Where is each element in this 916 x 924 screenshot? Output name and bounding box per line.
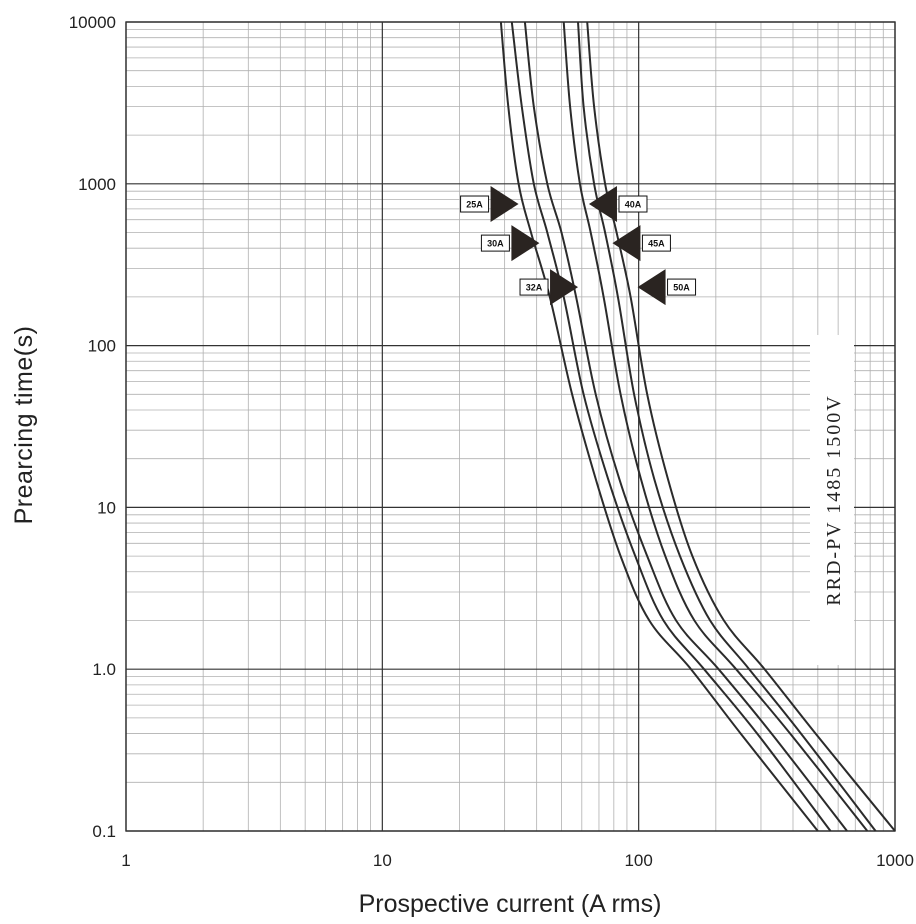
callout-label: 50A — [673, 283, 690, 293]
callout-arrow — [511, 225, 540, 262]
callout-25A: 25A — [460, 186, 519, 223]
x-axis-title: Prospective current (A rms) — [359, 890, 662, 918]
model-annotation-box — [810, 335, 854, 665]
x-tick-label: 1000 — [876, 851, 914, 870]
callout-label: 25A — [466, 200, 483, 210]
model-annotation: RRD-PV 1485 1500V — [810, 335, 854, 665]
callout-40A: 40A — [588, 186, 648, 223]
y-tick-label: 1000 — [78, 175, 116, 194]
callout-arrow — [588, 186, 617, 223]
series-line-40A — [562, 21, 869, 832]
series-line-32A — [523, 21, 848, 832]
x-tick-label: 1 — [121, 851, 130, 870]
x-tick-label: 10 — [373, 851, 392, 870]
callouts: 25A 30A 32A 40A 45A 50A — [460, 186, 697, 306]
callout-label-box — [641, 234, 671, 252]
y-tick-label: 1.0 — [92, 660, 116, 679]
callout-45A: 45A — [612, 225, 671, 262]
y-axis-title: Prearcing time(s) — [10, 326, 38, 525]
callout-label-box — [667, 278, 697, 296]
callout-50A: 50A — [637, 269, 697, 306]
series-line-25A — [499, 21, 819, 832]
x-tick-label: 100 — [624, 851, 652, 870]
callout-label: 40A — [625, 200, 642, 210]
series-line-45A — [577, 21, 877, 832]
callout-32A: 32A — [519, 269, 579, 306]
model-annotation-text: RRD-PV 1485 1500V — [823, 394, 845, 605]
y-tick-label: 10000 — [69, 13, 116, 32]
grid — [125, 21, 896, 832]
callout-arrow — [490, 186, 519, 223]
series-line-50A — [586, 21, 896, 832]
tick-labels: 1 10 100 1000 0.1 1.0 10 100 1000 10000 — [69, 13, 914, 870]
callout-label: 30A — [487, 239, 504, 249]
callout-30A: 30A — [480, 225, 540, 262]
callout-label-box — [460, 195, 490, 213]
callout-label-box — [618, 195, 648, 213]
callout-arrow — [612, 225, 641, 262]
callout-arrow — [637, 269, 666, 306]
series-line-30A — [510, 21, 832, 832]
callout-label: 45A — [648, 239, 665, 249]
callout-arrow — [550, 269, 579, 306]
callout-label: 32A — [526, 283, 543, 293]
y-tick-label: 0.1 — [92, 822, 116, 841]
plot-frame — [125, 21, 896, 832]
callout-label-box — [519, 278, 549, 296]
callout-label-box — [480, 234, 510, 252]
y-tick-label: 10 — [97, 498, 116, 517]
series-curves — [499, 21, 896, 832]
y-tick-label: 100 — [88, 337, 116, 356]
